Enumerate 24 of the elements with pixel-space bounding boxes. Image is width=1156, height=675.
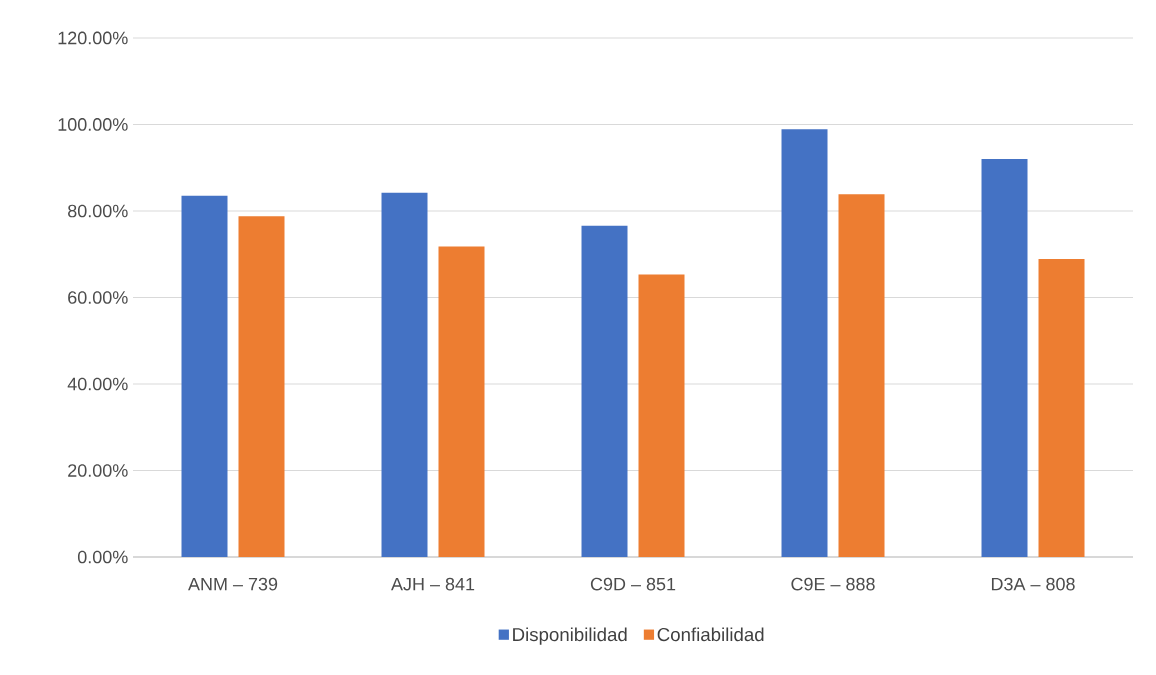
x-tick-label: ANM – 739 [188, 577, 278, 591]
bar [838, 194, 885, 557]
bar [581, 225, 628, 557]
legend-label: Confiabilidad [657, 627, 764, 642]
x-tick-label: C9D – 851 [590, 577, 676, 591]
bar [238, 216, 285, 557]
bar [638, 274, 685, 557]
bar [181, 195, 228, 557]
y-tick-label: 60.00% [68, 291, 128, 304]
y-tick-label: 80.00% [68, 204, 128, 218]
y-tick-label: 20.00% [68, 464, 128, 477]
legend-label: Disponibilidad [513, 627, 627, 645]
x-tick-label: D3A – 808 [991, 577, 1075, 591]
bar [981, 159, 1028, 557]
bar [781, 129, 828, 557]
bar [1038, 259, 1085, 557]
x-tick-label: AJH – 841 [391, 577, 475, 591]
bar [381, 192, 428, 557]
y-tick-label: 40.00% [67, 377, 128, 391]
bar [438, 246, 485, 557]
y-tick-label: 100.00% [58, 118, 128, 131]
y-tick-label: 120.00% [58, 31, 128, 45]
y-tick-label: 0.00% [77, 550, 128, 564]
x-tick-label: C9E – 888 [791, 577, 875, 591]
